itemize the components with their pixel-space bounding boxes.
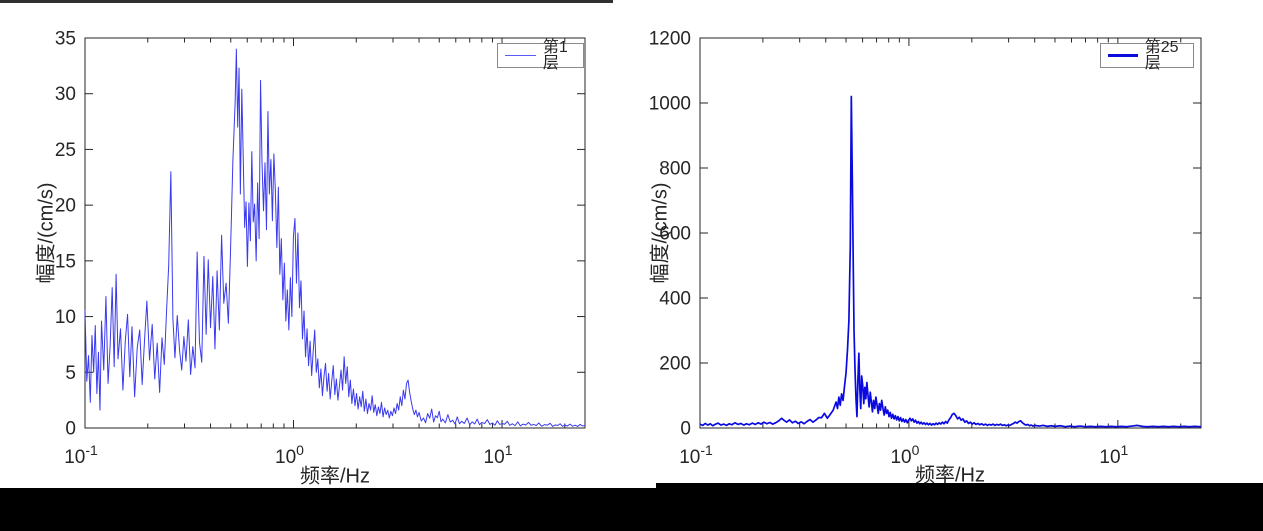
y-tick-label: 10 [55, 307, 76, 328]
chart-plot-0: 0 5 10 15 20 25 30 35 10-1 100 101 [55, 29, 586, 469]
y-axis-label-left: 幅度/(cm/s) [35, 182, 58, 284]
y-tick-label: 800 [659, 159, 691, 180]
y-tick-label: 35 [55, 29, 76, 50]
y-tick-label: 0 [680, 419, 691, 440]
tick-labels: 0 200 400 600 800 1000 1200 10-1 100 101 [649, 29, 1129, 469]
y-tick-label: 400 [659, 289, 691, 310]
bottom-black-bar-right [656, 483, 1263, 531]
x-tick-label: 100 [275, 442, 304, 468]
plot-box [699, 37, 1202, 429]
y-tick-label: 600 [659, 224, 691, 245]
legend-line-sample-floor1 [505, 55, 536, 56]
legend-line-sample-floor25 [1108, 54, 1138, 57]
legend-label-floor1: 第1层 [542, 38, 568, 72]
x-axis-label-right: 频率/Hz [915, 464, 985, 487]
y-tick-label: 15 [55, 251, 76, 272]
x-tick-label: 10-1 [679, 442, 713, 468]
y-tick-label: 200 [659, 354, 691, 375]
legend-floor25: 第25层 [1100, 39, 1194, 71]
series-line-第1层 [84, 48, 586, 427]
y-tick-label: 1000 [649, 94, 691, 115]
top-black-bar [0, 0, 613, 3]
y-tick-label: 1200 [649, 29, 691, 50]
x-tick-label: 101 [484, 442, 513, 468]
y-tick-label: 20 [55, 196, 76, 217]
x-tick-label: 10-1 [64, 442, 98, 468]
series-line-第25层 [699, 95, 1202, 428]
y-tick-label: 25 [55, 140, 76, 161]
y-tick-label: 5 [65, 363, 76, 384]
tick-marks [699, 37, 1201, 429]
chart-plot-1: 0 200 400 600 800 1000 1200 10-1 100 101 [649, 29, 1202, 469]
y-tick-label: 0 [65, 419, 76, 440]
plot-box [84, 37, 586, 429]
legend-label-floor25: 第25层 [1144, 38, 1179, 72]
tick-marks [84, 37, 585, 429]
tick-labels: 0 5 10 15 20 25 30 35 10-1 100 101 [55, 29, 513, 469]
y-axis-label-right: 幅度/(cm/s) [649, 182, 672, 284]
bottom-black-bar-left [0, 488, 656, 531]
y-tick-label: 30 [55, 84, 76, 105]
x-axis-label-left: 频率/Hz [300, 465, 370, 488]
x-tick-label: 100 [890, 442, 919, 468]
x-tick-label: 101 [1099, 442, 1128, 468]
legend-floor1: 第1层 [497, 39, 584, 71]
